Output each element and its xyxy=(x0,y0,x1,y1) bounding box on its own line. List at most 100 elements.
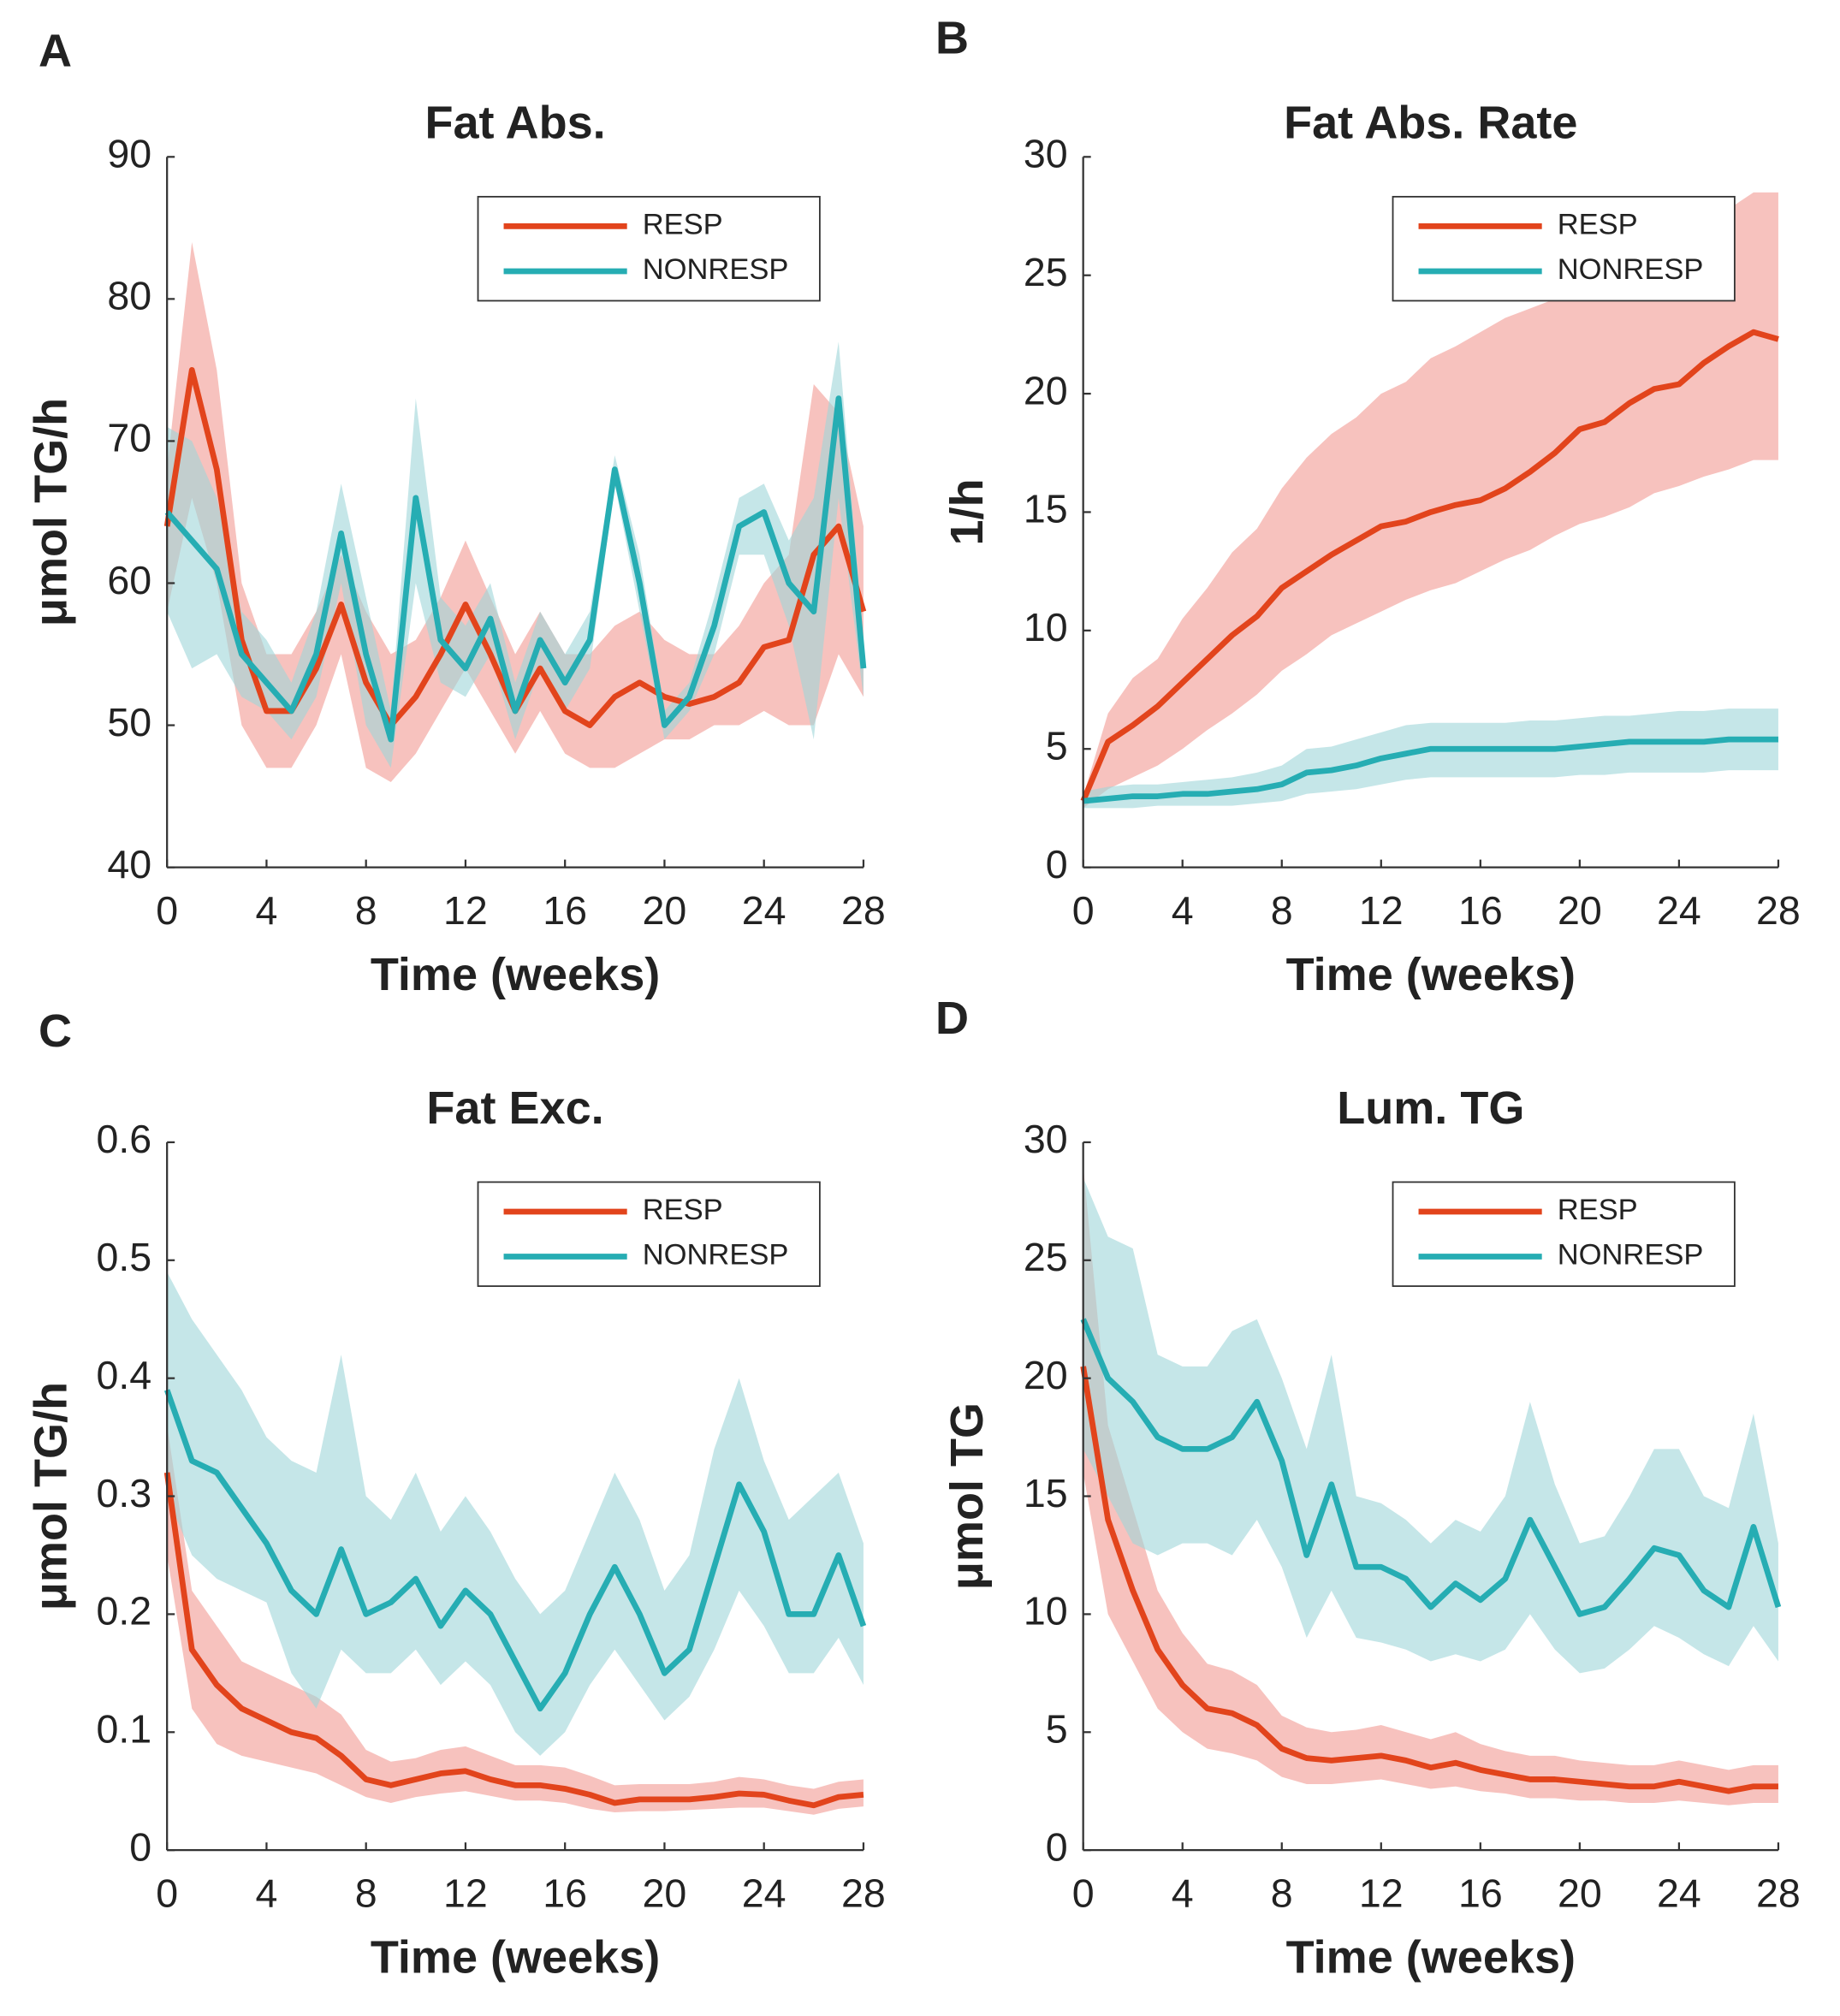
confidence-band xyxy=(1083,1177,1778,1674)
y-tick-label: 30 xyxy=(1024,132,1068,176)
x-tick-label: 16 xyxy=(543,888,587,933)
x-tick-label: 28 xyxy=(841,1871,886,1916)
x-tick-label: 8 xyxy=(355,1871,377,1916)
legend-box xyxy=(477,195,821,302)
chart-title: Lum. TG xyxy=(1337,1082,1524,1134)
series-line xyxy=(1080,329,1779,803)
legend: RESP NONRESP xyxy=(477,1181,821,1287)
y-tick-label: 5 xyxy=(1046,1707,1068,1752)
legend-label: NONRESP xyxy=(643,253,789,286)
legend: RESP NONRESP xyxy=(1392,195,1736,302)
y-tick-label: 60 xyxy=(107,558,151,602)
legend: RESP NONRESP xyxy=(1392,1181,1736,1287)
y-tick-label: 25 xyxy=(1024,1235,1068,1279)
x-tick-label: 24 xyxy=(1657,1871,1701,1916)
x-tick-label: 8 xyxy=(1271,1871,1293,1916)
x-tick-label: 0 xyxy=(156,888,178,933)
y-tick-label: 0 xyxy=(1046,1824,1068,1869)
panel: D Lum. TG Time (weeks) μmol TG 0 5 10 15 20 25 30 0… xyxy=(935,993,1801,1983)
x-tick-label: 8 xyxy=(1271,888,1293,933)
y-axis-label: μmol TG xyxy=(941,1402,993,1590)
x-axis-label: Time (weeks) xyxy=(1286,1932,1576,1983)
x-tick-label: 28 xyxy=(841,888,886,933)
panel-label: D xyxy=(935,993,969,1044)
y-tick-label: 0 xyxy=(129,1824,151,1869)
legend-label: NONRESP xyxy=(1558,1239,1704,1272)
confidence-band xyxy=(1083,192,1778,809)
x-tick-label: 4 xyxy=(1172,1871,1194,1916)
series-line xyxy=(163,1472,864,1809)
x-tick-label: 20 xyxy=(643,1871,687,1916)
y-axis-label: μmol TG/h xyxy=(25,398,76,626)
legend-label: RESP xyxy=(643,1194,723,1226)
y-tick-label: 0.5 xyxy=(96,1235,151,1279)
x-axis-label: Time (weeks) xyxy=(1286,949,1576,1000)
confidence-band xyxy=(167,241,864,782)
y-tick-label: 0 xyxy=(1046,842,1068,886)
x-tick-label: 0 xyxy=(1072,888,1095,933)
y-tick-label: 0.1 xyxy=(96,1707,151,1752)
y-axis-label: 1/h xyxy=(941,478,993,545)
x-tick-label: 4 xyxy=(1172,888,1194,933)
y-tick-label: 50 xyxy=(107,700,151,744)
y-tick-label: 0.3 xyxy=(96,1471,151,1515)
legend-label: RESP xyxy=(643,209,723,241)
x-tick-label: 0 xyxy=(1072,1871,1095,1916)
legend-label: NONRESP xyxy=(1558,253,1704,286)
y-tick-label: 80 xyxy=(107,274,151,318)
chart-title: Fat Abs. Rate xyxy=(1284,98,1577,149)
series-line xyxy=(163,1389,867,1712)
legend-label: NONRESP xyxy=(643,1239,789,1272)
series-line xyxy=(164,395,867,743)
panel: C Fat Exc. Time (weeks) μmol TG/h 0 0.1 0.2 0.3… xyxy=(25,1005,885,1983)
x-tick-label: 24 xyxy=(742,1871,786,1916)
y-tick-label: 5 xyxy=(1046,724,1068,768)
panel-label: A xyxy=(39,25,72,76)
y-tick-label: 15 xyxy=(1024,487,1068,531)
panel: B Fat Abs. Rate Time (weeks) 1/h 0 5 10 15 20 25 3… xyxy=(935,12,1801,1000)
x-tick-label: 28 xyxy=(1756,1871,1801,1916)
y-tick-label: 0.2 xyxy=(96,1589,151,1634)
panel-label: C xyxy=(39,1005,72,1057)
series-line xyxy=(1083,736,1778,804)
y-tick-label: 0.6 xyxy=(96,1117,151,1161)
y-tick-label: 15 xyxy=(1024,1471,1068,1515)
y-tick-label: 30 xyxy=(1024,1117,1068,1161)
x-tick-label: 4 xyxy=(255,888,277,933)
x-tick-label: 4 xyxy=(255,1871,277,1916)
x-tick-label: 16 xyxy=(1458,1871,1503,1916)
x-tick-label: 12 xyxy=(443,888,488,933)
confidence-band xyxy=(167,1425,864,1815)
y-tick-label: 25 xyxy=(1024,250,1068,294)
panel-label: B xyxy=(935,12,969,63)
confidence-band xyxy=(1083,709,1778,809)
legend: RESP NONRESP xyxy=(477,195,821,302)
x-tick-label: 24 xyxy=(1657,888,1701,933)
legend-box xyxy=(1392,1181,1736,1287)
x-tick-label: 20 xyxy=(643,888,687,933)
y-tick-label: 10 xyxy=(1024,605,1068,649)
y-tick-label: 40 xyxy=(107,842,151,886)
x-tick-label: 28 xyxy=(1756,888,1801,933)
legend-box xyxy=(477,1181,821,1287)
confidence-band xyxy=(167,341,864,768)
x-tick-label: 24 xyxy=(742,888,786,933)
x-tick-label: 16 xyxy=(543,1871,587,1916)
legend-label: RESP xyxy=(1558,1194,1638,1226)
x-axis-label: Time (weeks) xyxy=(371,949,660,1000)
x-axis-label: Time (weeks) xyxy=(371,1932,660,1983)
y-tick-label: 20 xyxy=(1024,368,1068,412)
confidence-band xyxy=(167,1272,864,1756)
chart-title: Fat Exc. xyxy=(426,1082,603,1134)
y-tick-label: 90 xyxy=(107,132,151,176)
x-tick-label: 8 xyxy=(355,888,377,933)
x-tick-label: 0 xyxy=(156,1871,178,1916)
y-axis-label: μmol TG/h xyxy=(25,1382,76,1610)
x-tick-label: 12 xyxy=(1359,1871,1404,1916)
y-tick-label: 10 xyxy=(1024,1589,1068,1634)
y-tick-label: 0.4 xyxy=(96,1353,151,1397)
legend-box xyxy=(1392,195,1736,302)
